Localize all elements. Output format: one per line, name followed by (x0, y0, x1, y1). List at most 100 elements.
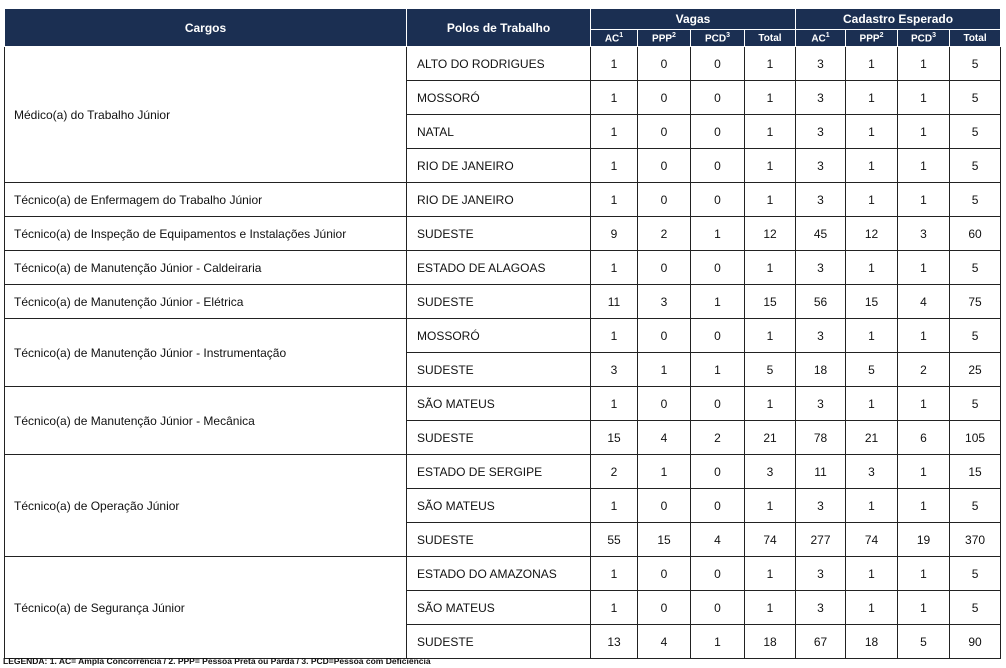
number-cell: 0 (690, 590, 745, 625)
number-cell: 0 (637, 46, 691, 81)
polo-cell: SUDESTE (406, 420, 591, 455)
table-row: Técnico(a) de Enfermagem do Trabalho Jún… (4, 182, 1002, 217)
number-cell: 0 (690, 454, 745, 489)
number-cell: 0 (690, 250, 745, 285)
number-cell: 0 (637, 114, 691, 149)
subheader: PCD3 (897, 29, 951, 47)
cargo-cell: Técnico(a) de Inspeção de Equipamentos e… (4, 216, 407, 251)
number-cell: 0 (637, 386, 691, 421)
number-cell: 1 (845, 590, 899, 625)
polo-cell: SUDESTE (406, 352, 591, 387)
number-cell: 3 (743, 454, 797, 489)
number-cell: 3 (795, 488, 847, 523)
table-row: NATAL 1 0 0 1 3 1 1 5 (5, 114, 1002, 149)
number-cell: 9 (590, 216, 638, 251)
header-vagas: Vagas (589, 8, 797, 30)
number-cell: 1 (590, 590, 638, 625)
number-cell: 12 (845, 216, 899, 251)
cargo-cell: Técnico(a) de Manutenção Júnior - Mecâni… (4, 386, 407, 455)
number-cell: 1 (897, 250, 951, 285)
number-cell: 1 (897, 46, 951, 81)
number-cell: 3 (795, 182, 847, 217)
number-cell: 1 (845, 488, 899, 523)
subheader: Total (743, 29, 797, 47)
number-cell: 1 (590, 250, 638, 285)
cargo-cell: Técnico(a) de Manutenção Júnior - Instru… (4, 318, 407, 387)
number-cell: 1 (845, 148, 899, 183)
number-cell: 1 (743, 590, 797, 625)
number-cell: 0 (637, 556, 691, 591)
number-cell: 1 (897, 556, 951, 591)
number-cell: 60 (949, 216, 1002, 251)
cargo-cell: Técnico(a) de Segurança Júnior (4, 556, 407, 659)
number-cell: 1 (590, 148, 638, 183)
number-cell: 4 (637, 624, 691, 659)
number-cell: 0 (637, 250, 691, 285)
number-cell: 5 (949, 80, 1002, 115)
polo-cell: ESTADO DO AMAZONAS (406, 556, 591, 591)
number-cell: 19 (897, 522, 951, 557)
number-cell: 21 (743, 420, 797, 455)
table-row: SUDESTE 13 4 1 18 67 18 5 90 (5, 624, 1002, 659)
number-cell: 4 (637, 420, 691, 455)
polo-cell: RIO DE JANEIRO (406, 148, 591, 183)
number-cell: 3 (795, 250, 847, 285)
number-cell: 1 (590, 114, 638, 149)
number-cell: 11 (795, 454, 847, 489)
number-cell: 1 (845, 556, 899, 591)
number-cell: 0 (690, 46, 745, 81)
number-cell: 1 (743, 80, 797, 115)
table-row: Técnico(a) de Segurança Júnior ESTADO DO … (4, 556, 1002, 659)
number-cell: 1 (897, 488, 951, 523)
header-cargos: Cargos (4, 8, 407, 47)
number-cell: 5 (897, 624, 951, 659)
number-cell: 3 (795, 148, 847, 183)
polo-cell: SÃO MATEUS (406, 386, 591, 421)
polo-cell: SÃO MATEUS (406, 590, 591, 625)
number-cell: 1 (743, 318, 797, 353)
number-cell: 45 (795, 216, 847, 251)
number-cell: 3 (795, 556, 847, 591)
table-row: Técnico(a) de Manutenção Júnior - Instru… (4, 318, 1002, 387)
table-row: SÃO MATEUS 1 0 0 1 3 1 1 5 (5, 590, 1002, 625)
number-cell: 12 (743, 216, 797, 251)
number-cell: 0 (690, 148, 745, 183)
polo-cell: SUDESTE (406, 624, 591, 659)
number-cell: 0 (637, 80, 691, 115)
number-cell: 5 (845, 352, 899, 387)
subheader: PPP2 (637, 29, 691, 47)
number-cell: 5 (949, 386, 1002, 421)
table-row: SUDESTE 3 1 1 5 18 5 2 25 (5, 352, 1002, 387)
number-cell: 0 (690, 318, 745, 353)
number-cell: 1 (743, 148, 797, 183)
number-cell: 67 (795, 624, 847, 659)
number-cell: 0 (690, 114, 745, 149)
polo-cell: SUDESTE (406, 284, 591, 319)
number-cell: 13 (590, 624, 638, 659)
table-row: SUDESTE 15 4 2 21 78 21 6 105 (5, 420, 1002, 455)
polo-cell: MOSSORÓ (406, 318, 591, 353)
number-cell: 1 (590, 318, 638, 353)
number-cell: 1 (897, 590, 951, 625)
number-cell: 15 (590, 420, 638, 455)
number-cell: 15 (845, 284, 899, 319)
number-cell: 1 (845, 114, 899, 149)
number-cell: 2 (690, 420, 745, 455)
number-cell: 11 (590, 284, 638, 319)
number-cell: 1 (637, 454, 691, 489)
number-cell: 1 (743, 46, 797, 81)
number-cell: 4 (690, 522, 745, 557)
table-row: Técnico(a) de Manutenção Júnior - Caldei… (4, 250, 1002, 285)
number-cell: 5 (949, 46, 1002, 81)
number-cell: 1 (845, 386, 899, 421)
table-row: MOSSORÓ 1 0 0 1 3 1 1 5 (5, 80, 1002, 115)
number-cell: 0 (637, 488, 691, 523)
number-cell: 0 (637, 590, 691, 625)
number-cell: 0 (690, 182, 745, 217)
number-cell: 18 (743, 624, 797, 659)
number-cell: 1 (897, 114, 951, 149)
number-cell: 5 (949, 114, 1002, 149)
number-cell: 55 (590, 522, 638, 557)
table-row: Técnico(a) de Operação Júnior ESTADO DE S… (4, 454, 1002, 557)
number-cell: 1 (897, 148, 951, 183)
